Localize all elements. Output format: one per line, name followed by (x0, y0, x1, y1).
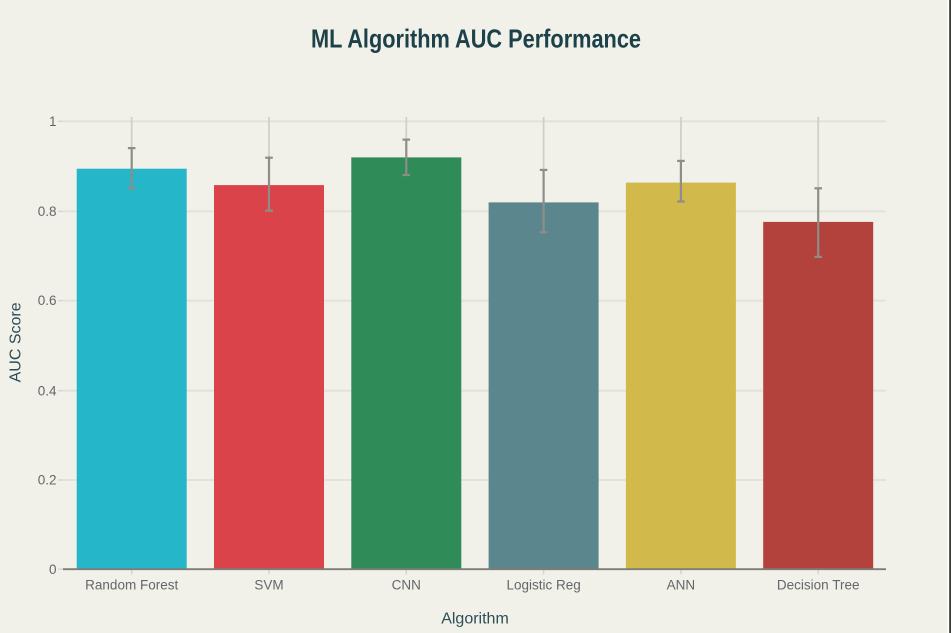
svg-text:0.2: 0.2 (38, 473, 57, 488)
svg-text:Algorithm: Algorithm (441, 611, 509, 628)
svg-text:Random Forest: Random Forest (85, 578, 178, 593)
svg-text:0.8: 0.8 (38, 204, 57, 219)
svg-text:Decision Tree: Decision Tree (777, 578, 860, 593)
svg-text:CNN: CNN (392, 578, 421, 593)
svg-text:SVM: SVM (254, 578, 283, 593)
svg-text:ANN: ANN (667, 578, 696, 593)
svg-text:0.6: 0.6 (38, 293, 57, 308)
svg-text:0: 0 (49, 562, 57, 577)
svg-text:Logistic Reg: Logistic Reg (506, 578, 580, 593)
svg-text:AUC Score: AUC Score (8, 302, 25, 382)
svg-text:0.4: 0.4 (38, 383, 57, 398)
svg-text:ML Algorithm AUC Performance: ML Algorithm AUC Performance (311, 24, 641, 54)
svg-text:1: 1 (49, 114, 57, 129)
